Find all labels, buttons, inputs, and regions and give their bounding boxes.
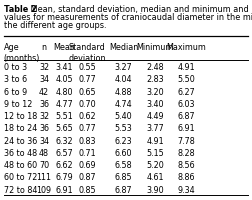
Text: 3.20: 3.20 [146,88,164,97]
Text: 5.51: 5.51 [55,112,73,121]
Text: 4.77: 4.77 [55,100,73,109]
Text: 42: 42 [39,88,49,97]
Text: 3.77: 3.77 [146,124,164,133]
Text: 0 to 3: 0 to 3 [4,63,27,72]
Text: 4.74: 4.74 [115,100,132,109]
Text: 6.58: 6.58 [115,161,132,170]
Text: 6.87: 6.87 [178,112,195,121]
Text: Mean: Mean [53,43,75,52]
Text: 4.80: 4.80 [55,88,73,97]
Text: 5.65: 5.65 [55,124,73,133]
Text: 0.69: 0.69 [78,161,96,170]
Text: 3.40: 3.40 [146,100,164,109]
Text: 36 to 48: 36 to 48 [4,149,37,158]
Text: 0.77: 0.77 [78,124,96,133]
Text: 5.53: 5.53 [115,124,132,133]
Text: 6.03: 6.03 [178,100,195,109]
Text: 6.32: 6.32 [55,137,73,146]
Text: 3.90: 3.90 [146,186,164,195]
Text: 70: 70 [39,161,49,170]
Text: 34: 34 [39,137,49,146]
Text: 72 to 84: 72 to 84 [4,186,37,195]
Text: 24 to 36: 24 to 36 [4,137,37,146]
Text: 2.48: 2.48 [146,63,164,72]
Text: 0.85: 0.85 [78,186,96,195]
Text: 6.85: 6.85 [115,173,132,182]
Text: 4.91: 4.91 [146,137,164,146]
Text: 0.77: 0.77 [78,75,96,84]
Text: 32: 32 [39,112,49,121]
Text: values for measurements of craniocaudal diameter in the midsternal line in: values for measurements of craniocaudal … [4,13,252,22]
Text: 2.83: 2.83 [146,75,164,84]
Text: 4.91: 4.91 [178,63,195,72]
Text: 4.49: 4.49 [146,112,164,121]
Text: 4.05: 4.05 [55,75,73,84]
Text: 111: 111 [37,173,52,182]
Text: 9 to 12: 9 to 12 [4,100,32,109]
Text: 8.86: 8.86 [178,173,195,182]
Text: Table 2: Table 2 [4,5,37,14]
Text: 4.61: 4.61 [146,173,164,182]
Text: 8.56: 8.56 [178,161,195,170]
Text: 8.28: 8.28 [178,149,195,158]
Text: 5.20: 5.20 [146,161,164,170]
Text: 6.79: 6.79 [55,173,73,182]
Text: 0.71: 0.71 [78,149,96,158]
Text: 60 to 72: 60 to 72 [4,173,37,182]
Text: 34: 34 [39,75,49,84]
Text: 18 to 24: 18 to 24 [4,124,37,133]
Text: 6.57: 6.57 [55,149,73,158]
Text: 36: 36 [39,124,49,133]
Text: 3.27: 3.27 [115,63,132,72]
Text: 3.41: 3.41 [55,63,73,72]
Text: Age
(months): Age (months) [4,43,40,63]
Text: the different age groups.: the different age groups. [4,21,106,30]
Text: 6.27: 6.27 [178,88,195,97]
Text: 5.50: 5.50 [178,75,195,84]
Text: 6.91: 6.91 [178,124,195,133]
Text: Standard
deviation: Standard deviation [68,43,106,63]
Text: 0.70: 0.70 [78,100,96,109]
Text: 109: 109 [37,186,52,195]
Text: 3 to 6: 3 to 6 [4,75,27,84]
Text: 7.78: 7.78 [178,137,195,146]
Text: 5.15: 5.15 [146,149,164,158]
Text: Median: Median [109,43,138,52]
Text: 0.83: 0.83 [78,137,96,146]
Text: n: n [42,43,47,52]
Text: 9.34: 9.34 [178,186,195,195]
Text: 6.62: 6.62 [55,161,73,170]
Text: 6.91: 6.91 [55,186,73,195]
Text: 6.23: 6.23 [115,137,132,146]
Text: 4.88: 4.88 [115,88,132,97]
Text: 0.55: 0.55 [78,63,96,72]
Text: 6 to 9: 6 to 9 [4,88,27,97]
Text: Minimum: Minimum [136,43,174,52]
Text: Mean, standard deviation, median and minimum and maximum: Mean, standard deviation, median and min… [28,5,252,14]
Text: 32: 32 [39,63,49,72]
Text: 36: 36 [39,100,49,109]
Text: 5.40: 5.40 [115,112,132,121]
Text: 6.60: 6.60 [115,149,132,158]
Text: 48 to 60: 48 to 60 [4,161,37,170]
Text: 0.65: 0.65 [78,88,96,97]
Text: 6.87: 6.87 [115,186,132,195]
Text: Maximum: Maximum [167,43,206,52]
Text: 48: 48 [39,149,49,158]
Text: 0.62: 0.62 [78,112,96,121]
Text: 4.04: 4.04 [115,75,132,84]
Text: 0.87: 0.87 [78,173,96,182]
Text: 12 to 18: 12 to 18 [4,112,37,121]
